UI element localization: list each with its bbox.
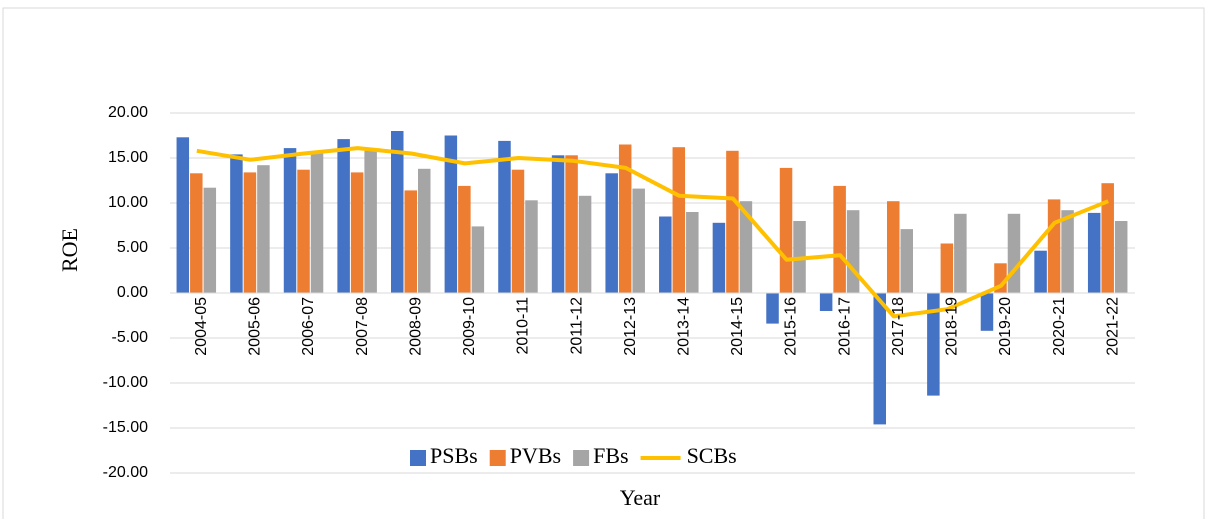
bar	[1034, 250, 1047, 293]
bar	[1101, 183, 1114, 293]
bar	[618, 144, 632, 293]
bar	[779, 167, 793, 293]
bar	[766, 293, 779, 324]
y-tick-label: 15.00	[108, 149, 148, 166]
bar	[672, 147, 686, 293]
x-tick-label: 2021-22	[1104, 297, 1121, 356]
x-tick-label: 2019-20	[997, 297, 1014, 356]
bar	[350, 172, 364, 293]
bar	[686, 212, 699, 293]
x-tick-label: 2018-19	[944, 297, 961, 356]
bar	[1007, 213, 1021, 293]
bar	[551, 155, 565, 293]
legend-label: SCBs	[687, 443, 737, 468]
x-tick-label: 2012-13	[622, 297, 639, 356]
bar	[1087, 212, 1101, 293]
bar	[310, 152, 324, 293]
legend-swatch	[410, 450, 426, 466]
bar	[873, 293, 886, 425]
y-tick-label: -10.00	[103, 374, 148, 391]
bar	[458, 185, 471, 293]
bar	[525, 200, 538, 293]
bar	[726, 150, 739, 293]
line	[196, 146, 1109, 319]
y-tick-label: 10.00	[108, 194, 148, 211]
legend-label: PSBs	[430, 443, 478, 468]
x-tick-label: 2009-10	[461, 297, 478, 356]
bar	[404, 190, 417, 293]
legend-swatch	[489, 450, 506, 466]
bar	[257, 165, 270, 293]
bar	[712, 222, 726, 293]
bar	[1114, 221, 1128, 293]
y-tick-label: -15.00	[103, 419, 148, 436]
x-tick-label: 2010-11	[515, 297, 532, 355]
bar	[190, 173, 203, 293]
x-tick-label: 2014-15	[729, 297, 746, 356]
bar	[819, 293, 833, 311]
bar	[230, 154, 243, 293]
x-tick-label: 2020-21	[1051, 297, 1068, 356]
legend-swatch	[573, 450, 590, 466]
x-tick-label: 2005-06	[247, 297, 264, 356]
bar	[900, 229, 913, 293]
x-tick-label: 2013-14	[676, 297, 693, 356]
legend-label: PVBs	[510, 443, 561, 468]
bar	[927, 293, 940, 396]
x-axis-title: Year	[620, 485, 661, 510]
legend-label: FBs	[593, 443, 628, 468]
y-tick-label: -5.00	[112, 329, 149, 346]
bar	[739, 201, 753, 293]
bar	[659, 216, 672, 293]
bar	[846, 210, 860, 293]
bar	[471, 226, 485, 293]
y-axis-title: ROE	[57, 228, 82, 272]
x-tick-label: 2007-08	[354, 297, 371, 356]
bar	[632, 188, 645, 293]
bar	[297, 169, 310, 293]
bar	[391, 131, 404, 293]
x-tick-label: 2017-18	[890, 297, 907, 356]
y-tick-label: 0.00	[117, 284, 148, 301]
bar	[605, 173, 618, 293]
y-tick-label: 20.00	[108, 104, 148, 121]
bar	[940, 243, 954, 293]
x-tick-label: 2015-16	[783, 297, 800, 356]
bar	[833, 185, 846, 293]
bar	[1061, 210, 1074, 293]
bar	[565, 155, 578, 293]
x-tick-label: 2011-12	[568, 297, 585, 355]
bar	[980, 293, 994, 331]
bar	[243, 172, 257, 293]
bar	[283, 148, 297, 293]
bar	[176, 137, 190, 293]
bar	[954, 213, 967, 293]
x-tick-label: 2006-07	[300, 297, 317, 356]
bar	[444, 135, 458, 293]
x-tick-label: 2004-05	[193, 297, 210, 356]
y-tick-label: -20.00	[103, 464, 148, 481]
y-tick-label: 5.00	[117, 239, 148, 256]
bar	[337, 139, 350, 293]
x-tick-label: 2008-09	[407, 297, 424, 356]
bar	[418, 168, 431, 293]
bar	[511, 169, 525, 293]
bar	[578, 195, 592, 293]
bar	[887, 201, 900, 293]
bar	[364, 150, 377, 293]
x-tick-label: 2016-17	[836, 297, 853, 356]
chart-frame	[2, 7, 1205, 519]
bar	[203, 187, 217, 293]
bar	[498, 140, 511, 293]
bar	[1047, 199, 1061, 293]
